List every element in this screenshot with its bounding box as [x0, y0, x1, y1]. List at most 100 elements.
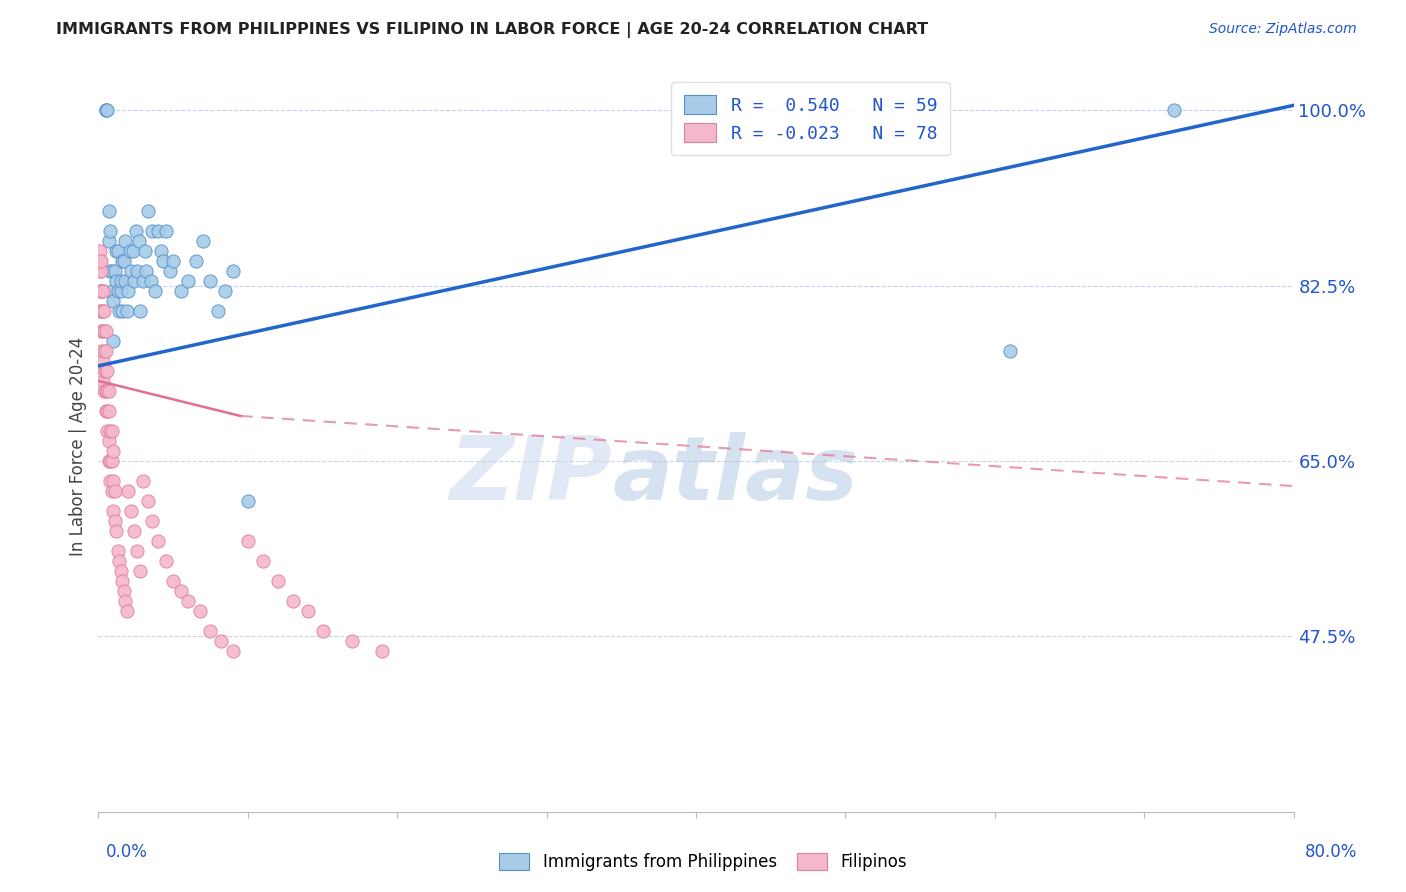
- Point: [89, 244, 111, 258]
- Point: [94, 103, 117, 118]
- Point: [281, 594, 304, 608]
- Point: [177, 274, 200, 288]
- Point: [101, 454, 124, 468]
- Point: [94, 364, 117, 378]
- Point: [103, 334, 125, 348]
- Point: [136, 494, 159, 508]
- Text: Source: ZipAtlas.com: Source: ZipAtlas.com: [1209, 22, 1357, 37]
- Y-axis label: In Labor Force | Age 20-24: In Labor Force | Age 20-24: [69, 336, 87, 556]
- Point: [162, 253, 184, 268]
- Point: [155, 223, 177, 237]
- Point: [97, 234, 120, 248]
- Point: [105, 244, 128, 258]
- Point: [98, 263, 122, 277]
- Point: [150, 244, 173, 258]
- Point: [96, 424, 118, 438]
- Point: [114, 594, 136, 608]
- Point: [107, 244, 129, 258]
- Point: [97, 454, 120, 468]
- Point: [96, 364, 118, 378]
- Point: [104, 484, 127, 499]
- Point: [236, 534, 259, 549]
- Point: [148, 223, 170, 237]
- Text: IMMIGRANTS FROM PHILIPPINES VS FILIPINO IN LABOR FORCE | AGE 20-24 CORRELATION C: IMMIGRANTS FROM PHILIPPINES VS FILIPINO …: [56, 22, 928, 38]
- Point: [127, 263, 149, 277]
- Point: [252, 554, 274, 568]
- Point: [143, 284, 166, 298]
- Point: [90, 253, 112, 268]
- Point: [90, 303, 112, 318]
- Point: [184, 253, 207, 268]
- Point: [177, 594, 200, 608]
- Point: [93, 384, 115, 398]
- Point: [139, 274, 162, 288]
- Point: [98, 424, 122, 438]
- Point: [93, 343, 115, 358]
- Point: [94, 343, 117, 358]
- Point: [136, 203, 159, 218]
- Point: [141, 223, 163, 237]
- Point: [94, 324, 117, 338]
- Point: [342, 634, 364, 648]
- Point: [91, 324, 114, 338]
- Point: [120, 263, 142, 277]
- Point: [96, 404, 118, 418]
- Point: [90, 263, 112, 277]
- Point: [135, 263, 157, 277]
- Point: [90, 343, 112, 358]
- Point: [128, 234, 150, 248]
- Text: atlas: atlas: [613, 432, 858, 519]
- Point: [222, 263, 245, 277]
- Point: [162, 574, 184, 589]
- Point: [107, 544, 129, 558]
- Point: [152, 253, 174, 268]
- Point: [169, 584, 191, 599]
- Point: [103, 293, 125, 308]
- Point: [311, 624, 333, 639]
- Point: [111, 253, 134, 268]
- Point: [103, 504, 125, 518]
- Point: [93, 364, 115, 378]
- Point: [89, 303, 111, 318]
- Text: 80.0%: 80.0%: [1305, 843, 1357, 861]
- Point: [124, 274, 146, 288]
- Point: [207, 303, 229, 318]
- Point: [120, 504, 142, 518]
- Point: [94, 103, 117, 118]
- Point: [112, 253, 135, 268]
- Point: [200, 624, 222, 639]
- Point: [110, 284, 132, 298]
- Point: [97, 203, 120, 218]
- Point: [97, 404, 120, 418]
- Point: [159, 263, 181, 277]
- Point: [134, 244, 156, 258]
- Point: [129, 303, 152, 318]
- Point: [127, 544, 149, 558]
- Point: [89, 253, 111, 268]
- Point: [108, 554, 131, 568]
- Point: [101, 263, 124, 277]
- Text: ZIP: ZIP: [450, 432, 613, 519]
- Point: [132, 274, 155, 288]
- Point: [371, 644, 394, 658]
- Text: 0.0%: 0.0%: [105, 843, 148, 861]
- Point: [91, 284, 114, 298]
- Point: [998, 343, 1021, 358]
- Point: [214, 284, 236, 298]
- Point: [104, 514, 127, 528]
- Point: [114, 274, 136, 288]
- Point: [132, 474, 155, 488]
- Point: [110, 274, 132, 288]
- Point: [209, 634, 232, 648]
- Point: [105, 274, 128, 288]
- Point: [124, 524, 146, 538]
- Point: [104, 263, 127, 277]
- Point: [91, 354, 114, 368]
- Point: [90, 284, 112, 298]
- Point: [117, 284, 139, 298]
- Legend: Immigrants from Philippines, Filipinos: Immigrants from Philippines, Filipinos: [491, 845, 915, 880]
- Point: [101, 424, 124, 438]
- Point: [114, 234, 136, 248]
- Point: [236, 494, 259, 508]
- Point: [91, 303, 114, 318]
